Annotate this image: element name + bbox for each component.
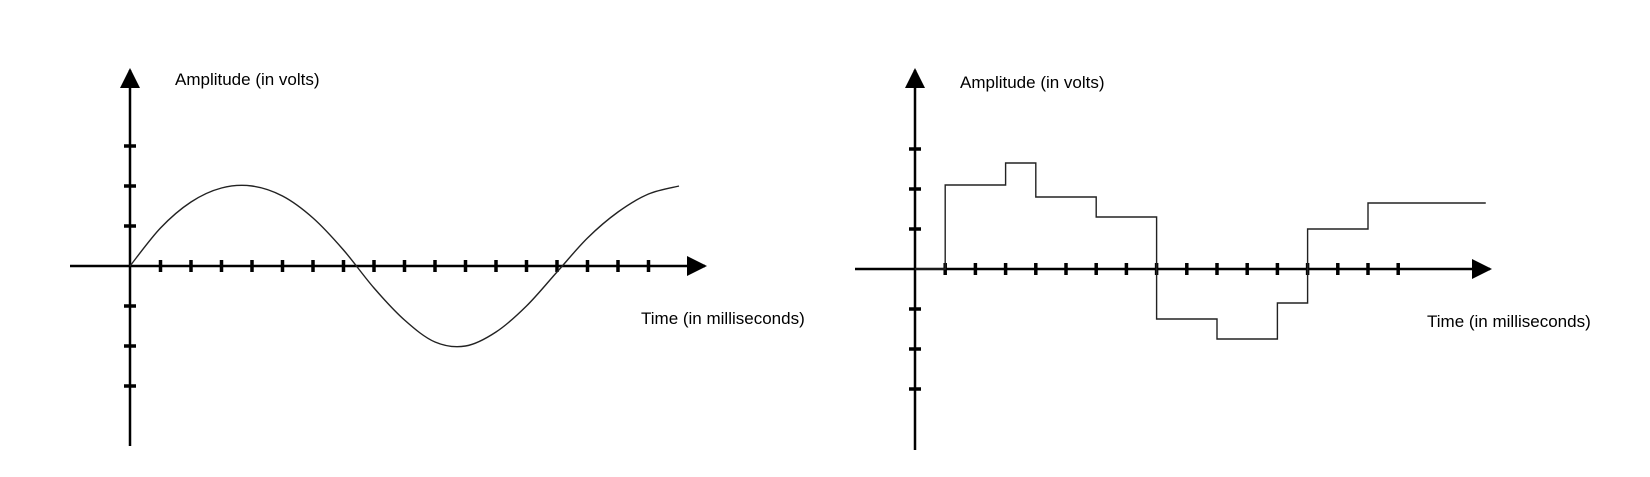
y-ticks xyxy=(909,147,921,391)
sine-wave-chart: Amplitude (in volts) Time (in millisecon… xyxy=(70,68,805,446)
step-signal-line xyxy=(915,162,1486,340)
x-axis-label: Time (in milliseconds) xyxy=(641,309,805,328)
y-axis-label: Amplitude (in volts) xyxy=(175,70,320,89)
y-ticks xyxy=(124,144,136,388)
y-axis-label: Amplitude (in volts) xyxy=(960,73,1105,92)
x-axis-label: Time (in milliseconds) xyxy=(1427,312,1591,331)
analog-signal-curve xyxy=(129,184,680,348)
digital-step-chart: Amplitude (in volts) Time (in millisecon… xyxy=(855,68,1591,450)
x-ticks xyxy=(158,260,651,272)
